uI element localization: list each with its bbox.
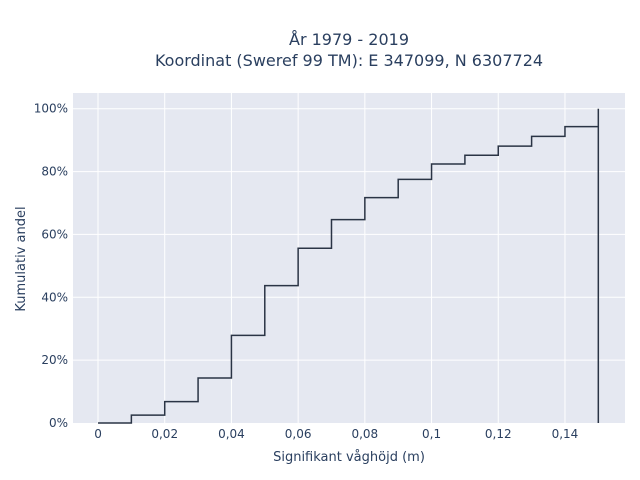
x-tick-label: 0,08 <box>351 427 378 441</box>
x-tick-label: 0,06 <box>285 427 312 441</box>
plot-area <box>73 93 625 423</box>
x-tick-label: 0,14 <box>552 427 579 441</box>
x-tick-label: 0,04 <box>218 427 245 441</box>
y-tick-label: 40% <box>41 290 68 304</box>
x-tick-label: 0,02 <box>151 427 178 441</box>
x-tick-label: 0,1 <box>422 427 441 441</box>
y-tick-label: 100% <box>34 102 68 116</box>
grid-lines <box>73 93 625 423</box>
chart-title-line-2: Koordinat (Sweref 99 TM): E 347099, N 63… <box>155 51 543 70</box>
chart-title-line-1: År 1979 - 2019 <box>289 30 409 49</box>
y-tick-label: 0% <box>49 416 68 430</box>
cumulative-step-line <box>98 108 600 424</box>
axis-ticks: 0 0,02 0,04 0,06 0,08 0,1 0,12 0,14 0% 20% 40% 60% 8… <box>34 102 579 441</box>
x-tick-label: 0,12 <box>485 427 512 441</box>
y-axis-label: Kumulativ andel <box>14 206 29 311</box>
x-axis-label: Signifikant våghöjd (m) <box>273 450 425 465</box>
y-tick-label: 80% <box>41 165 68 179</box>
y-tick-label: 60% <box>41 227 68 241</box>
x-tick-label: 0 <box>94 427 102 441</box>
y-tick-label: 20% <box>41 353 68 367</box>
